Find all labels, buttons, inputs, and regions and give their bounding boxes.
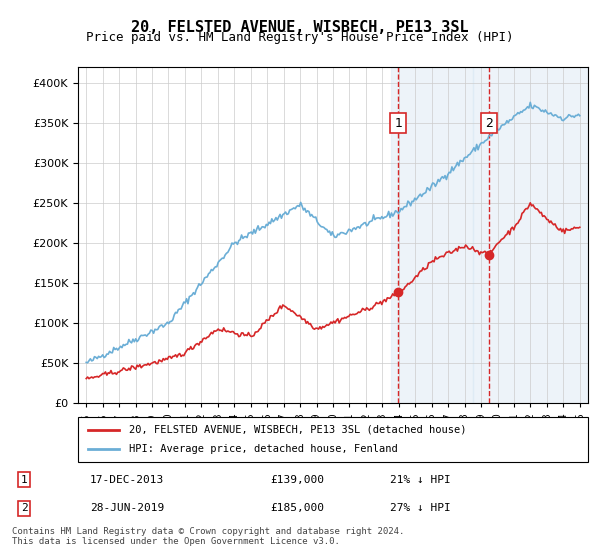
Text: 17-DEC-2013: 17-DEC-2013 [90, 474, 164, 484]
Text: 2: 2 [20, 503, 28, 514]
Bar [473, 67, 588, 403]
FancyBboxPatch shape [78, 417, 588, 462]
Text: £185,000: £185,000 [270, 503, 324, 514]
Text: Price paid vs. HM Land Registry's House Price Index (HPI): Price paid vs. HM Land Registry's House … [86, 31, 514, 44]
Text: 1: 1 [20, 474, 28, 484]
Text: 20, FELSTED AVENUE, WISBECH, PE13 3SL: 20, FELSTED AVENUE, WISBECH, PE13 3SL [131, 20, 469, 35]
Bar [391, 67, 473, 403]
Text: 21% ↓ HPI: 21% ↓ HPI [390, 474, 451, 484]
Text: 20, FELSTED AVENUE, WISBECH, PE13 3SL (detached house): 20, FELSTED AVENUE, WISBECH, PE13 3SL (d… [129, 424, 467, 435]
Text: Contains HM Land Registry data © Crown copyright and database right 2024.
This d: Contains HM Land Registry data © Crown c… [12, 526, 404, 546]
Text: 2: 2 [485, 116, 493, 130]
Text: 1: 1 [394, 116, 402, 130]
Text: 27% ↓ HPI: 27% ↓ HPI [390, 503, 451, 514]
Text: 28-JUN-2019: 28-JUN-2019 [90, 503, 164, 514]
Text: £139,000: £139,000 [270, 474, 324, 484]
Text: HPI: Average price, detached house, Fenland: HPI: Average price, detached house, Fenl… [129, 445, 398, 455]
